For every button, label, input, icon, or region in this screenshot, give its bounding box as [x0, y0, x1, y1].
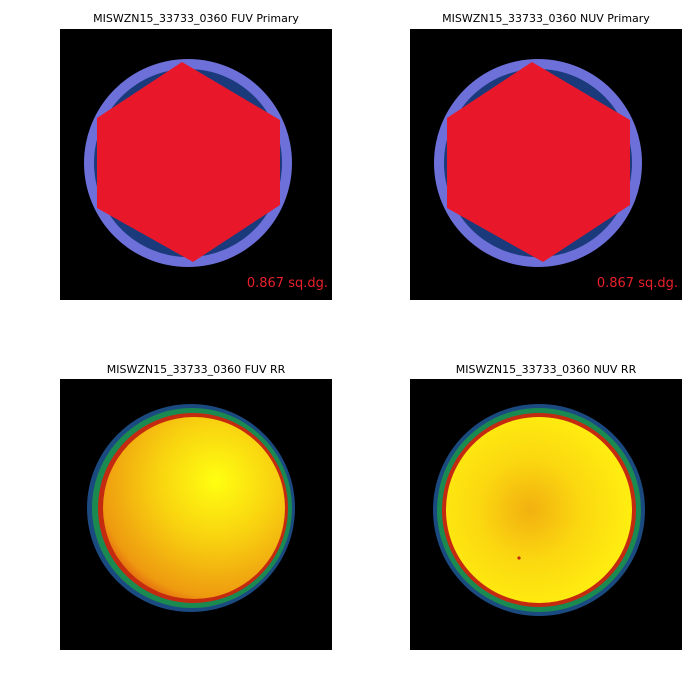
hexagon	[447, 62, 630, 262]
area-label: 0.867 sq.dg.	[597, 276, 678, 291]
panel-nuv-primary: MISWZN15_33733_0360 NUV Primary 0.867 sq…	[410, 12, 682, 300]
response-disc	[446, 417, 632, 603]
area-label: 0.867 sq.dg.	[247, 276, 328, 291]
panel-fuv-rr: MISWZN15_33733_0360 FUV RR	[60, 363, 332, 650]
panel-nuv-rr: MISWZN15_33733_0360 NUV RR	[410, 363, 682, 650]
panel-title: MISWZN15_33733_0360 FUV RR	[107, 363, 286, 376]
panel-title: MISWZN15_33733_0360 NUV Primary	[442, 12, 650, 25]
panel-title: MISWZN15_33733_0360 FUV Primary	[93, 12, 299, 25]
panel-title: MISWZN15_33733_0360 NUV RR	[456, 363, 637, 376]
panel-fuv-primary: MISWZN15_33733_0360 FUV Primary 0.867 sq…	[60, 12, 332, 300]
response-disc	[103, 417, 285, 599]
hot-spot	[517, 556, 521, 560]
hexagon	[97, 62, 280, 262]
